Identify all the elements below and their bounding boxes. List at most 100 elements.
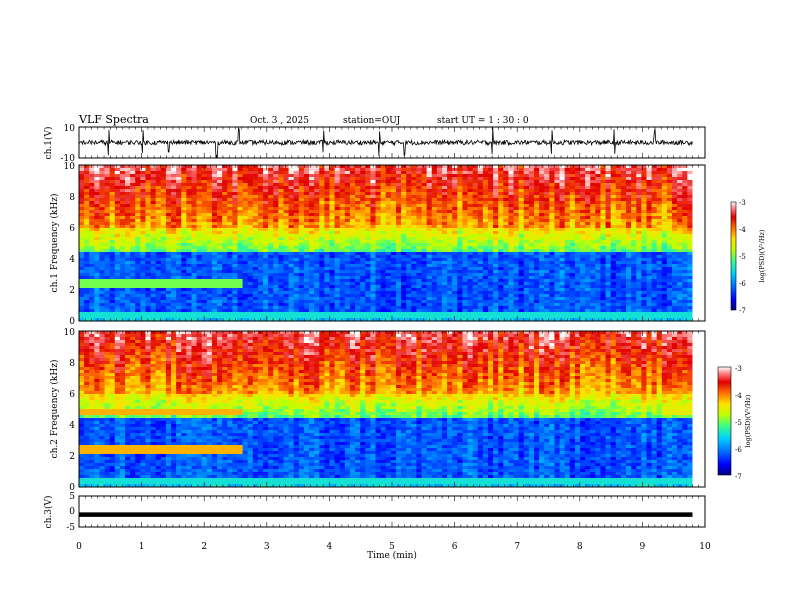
spectrogram-cell: [278, 273, 284, 277]
spectrogram-cell: [278, 216, 284, 220]
spectrogram-cell: [447, 249, 453, 253]
spectrogram-cell: [303, 183, 310, 187]
spectrogram-cell: [201, 300, 208, 304]
spectrogram-cell: [498, 222, 504, 226]
spectrogram-cell: [477, 231, 484, 235]
spectrogram-cell: [477, 240, 484, 244]
spectrogram-cell: [211, 273, 218, 277]
spectrogram-cell: [319, 234, 325, 238]
spectrogram-cell: [201, 303, 208, 307]
spectrogram-cell: [160, 249, 167, 253]
spectrogram-cell: [145, 222, 151, 226]
spectrogram-cell: [365, 204, 371, 208]
spectrogram-cell: [114, 249, 121, 253]
spectrogram-cell: [401, 309, 407, 313]
spectrogram-cell: [283, 231, 289, 235]
spectrogram-cell: [283, 264, 289, 268]
spectrogram-cell: [447, 297, 453, 301]
spectrogram-cell: [94, 240, 100, 244]
spectrogram-cell: [457, 288, 463, 292]
spectrogram-cell: [523, 276, 530, 280]
spectrogram-cell: [518, 165, 525, 169]
spectrogram-cell: [416, 234, 422, 238]
spectrogram-cell: [273, 252, 279, 256]
spectrogram-cell: [114, 309, 121, 313]
spectrogram-cell: [94, 246, 100, 250]
spectrogram-cell: [339, 183, 346, 187]
spectrogram-cell: [523, 294, 530, 298]
spectrogram-cell: [344, 273, 351, 277]
spectrogram-cell: [365, 225, 371, 229]
spectrogram-cell: [411, 249, 417, 253]
spectrogram-cell: [401, 240, 407, 244]
spectrogram-cell: [365, 309, 371, 313]
spectrogram-cell: [539, 210, 545, 214]
spectrogram-cell: [390, 315, 397, 319]
spectrogram-cell: [171, 243, 177, 247]
spectrogram-cell: [94, 267, 100, 271]
spectrogram-cell: [293, 267, 300, 271]
spectrogram-cell: [406, 222, 412, 226]
spectrogram-cell: [457, 225, 463, 229]
spectrogram-cell: [457, 168, 463, 172]
spectrogram-cell: [283, 165, 289, 169]
spectrogram-cell: [293, 288, 300, 292]
spectrogram-cell: [534, 291, 540, 295]
spectrogram-cell: [160, 204, 167, 208]
spectrogram-cell: [375, 210, 382, 214]
spectrogram-cell: [380, 192, 387, 196]
spectrogram-cell: [421, 228, 428, 232]
spectrogram-cell: [273, 264, 279, 268]
spectrogram-cell: [447, 276, 453, 280]
spectrogram-cell: [247, 216, 254, 220]
spectrogram-cell: [334, 213, 341, 217]
spectrogram-cell: [523, 207, 530, 211]
spectrogram-cell: [135, 294, 141, 298]
spectrogram-cell: [288, 300, 295, 304]
spectrogram-cell: [140, 213, 146, 217]
spectrogram-cell: [140, 210, 146, 214]
spectrogram-cell: [176, 192, 182, 196]
spectrogram-cell: [160, 237, 167, 241]
spectrogram-cell: [441, 249, 448, 253]
spectrogram-cell: [252, 165, 259, 169]
spectrogram-cell: [477, 252, 484, 256]
spectrogram-cell: [534, 234, 540, 238]
spectrogram-cell: [176, 243, 182, 247]
spectrogram-cell: [534, 237, 540, 241]
spectrogram-cell: [242, 315, 249, 319]
spectrogram-cell: [493, 309, 499, 313]
spectrogram-cell: [370, 216, 376, 220]
spectrogram-cell: [181, 267, 187, 271]
spectrogram-cell: [457, 258, 463, 262]
spectrogram-cell: [89, 228, 95, 232]
spectrogram-cell: [257, 267, 264, 271]
spectrogram-cell: [288, 297, 295, 301]
spectrogram-cell: [375, 249, 382, 253]
spectrogram-cell: [375, 168, 382, 172]
spectrogram-cell: [222, 204, 228, 208]
spectrogram-cell: [426, 309, 433, 313]
spectrogram-cell: [472, 282, 479, 286]
spectrogram-cell: [125, 306, 131, 310]
spectrogram-cell: [298, 192, 305, 196]
spectrogram-cell: [329, 171, 336, 175]
spectrogram-cell: [237, 267, 243, 271]
spectrogram-cell: [222, 282, 228, 286]
spectrogram-cell: [263, 195, 269, 199]
spectrogram-cell: [523, 195, 530, 199]
spectrogram-cell: [283, 186, 289, 190]
spectrogram-cell: [518, 216, 525, 220]
spectrogram-cell: [421, 264, 428, 268]
spectrogram-cell: [257, 234, 264, 238]
spectrogram-cell: [303, 288, 310, 292]
spectrogram-cell: [375, 297, 382, 301]
spectrogram-cell: [355, 300, 361, 304]
spectrogram-cell: [436, 282, 443, 286]
spectrogram-cell: [268, 243, 274, 247]
spectrogram-cell: [487, 270, 494, 274]
spectrogram-cell: [513, 258, 520, 262]
spectrogram-cell: [390, 186, 397, 190]
spectrogram-cell: [390, 294, 397, 298]
spectrogram-cell: [355, 204, 361, 208]
